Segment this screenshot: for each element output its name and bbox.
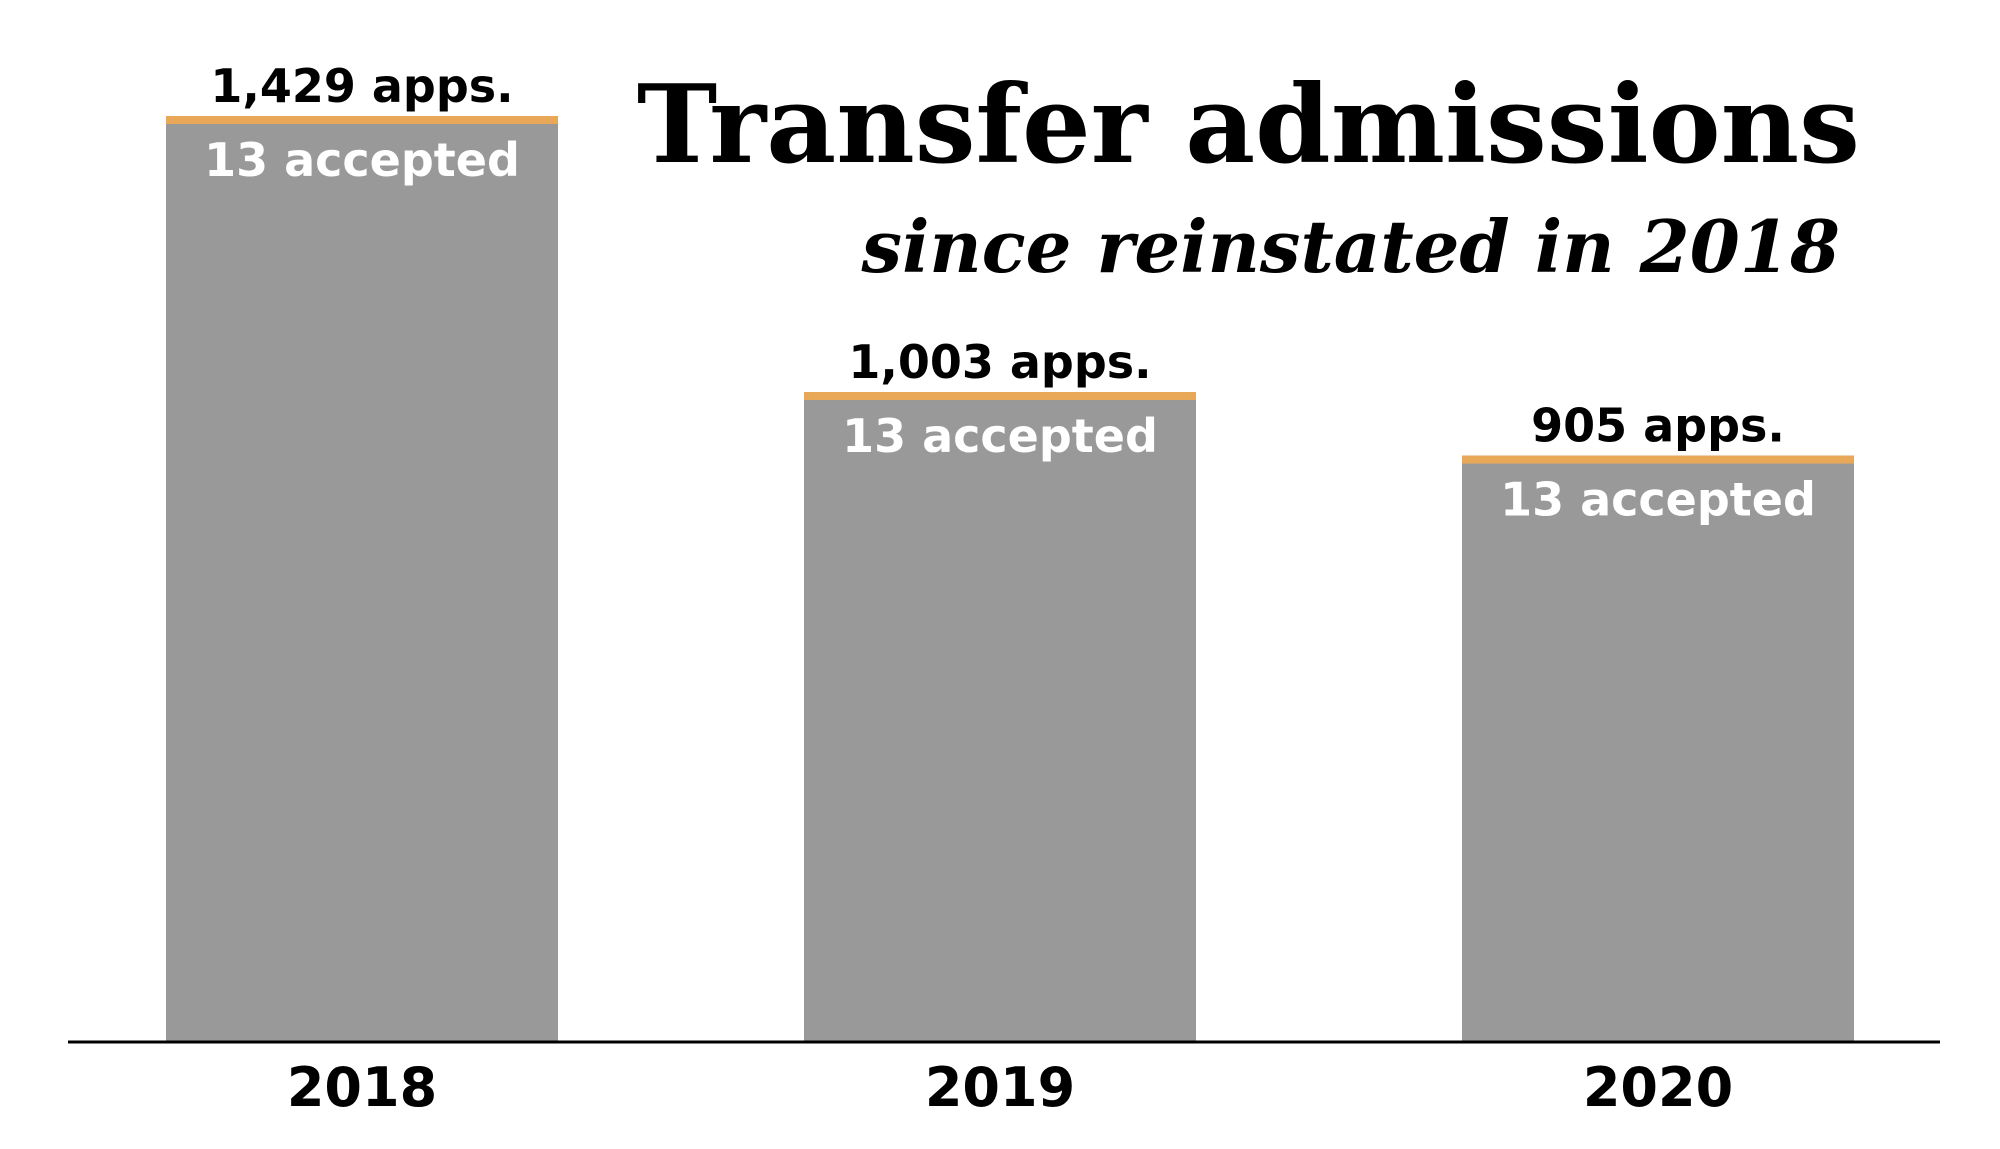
apps-label-2020: 905 apps. (1531, 399, 1785, 453)
accepted-stripe-2018 (166, 116, 558, 124)
bar-2019 (804, 392, 1196, 1042)
accepted-label-2019: 13 accepted (842, 409, 1158, 463)
x-tick-2018: 2018 (287, 1056, 437, 1119)
x-tick-2020: 2020 (1583, 1056, 1733, 1119)
labels-group: 1,429 apps. 13 accepted 2018 1,003 apps. 13 … (204, 59, 1816, 1119)
accepted-stripe-2020 (1462, 455, 1854, 464)
accepted-stripe-2019 (804, 392, 1196, 401)
apps-label-2018: 1,429 apps. (210, 59, 513, 113)
accepted-label-2020: 13 accepted (1500, 473, 1816, 527)
bars-group (166, 116, 1854, 1042)
accepted-label-2018: 13 accepted (204, 133, 520, 187)
x-tick-2019: 2019 (925, 1056, 1075, 1119)
bar-2018 (166, 116, 558, 1042)
chart-subtitle: since reinstated in 2018 (861, 204, 1840, 289)
apps-label-2019: 1,003 apps. (848, 335, 1151, 389)
bar-2020 (1462, 455, 1854, 1042)
chart-title: Transfer admissions (637, 62, 1860, 188)
